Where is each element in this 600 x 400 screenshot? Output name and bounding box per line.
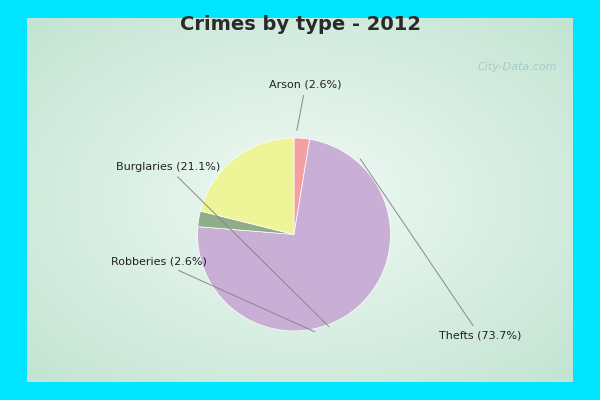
Text: Crimes by type - 2012: Crimes by type - 2012 [179, 14, 421, 34]
Text: Robberies (2.6%): Robberies (2.6%) [111, 256, 315, 332]
Wedge shape [197, 139, 391, 331]
Text: Arson (2.6%): Arson (2.6%) [269, 80, 342, 130]
Text: Burglaries (21.1%): Burglaries (21.1%) [116, 162, 329, 327]
Text: City-Data.com: City-Data.com [477, 62, 557, 72]
Wedge shape [198, 211, 294, 234]
Wedge shape [294, 138, 310, 234]
Wedge shape [200, 138, 294, 234]
Text: Thefts (73.7%): Thefts (73.7%) [360, 159, 521, 341]
